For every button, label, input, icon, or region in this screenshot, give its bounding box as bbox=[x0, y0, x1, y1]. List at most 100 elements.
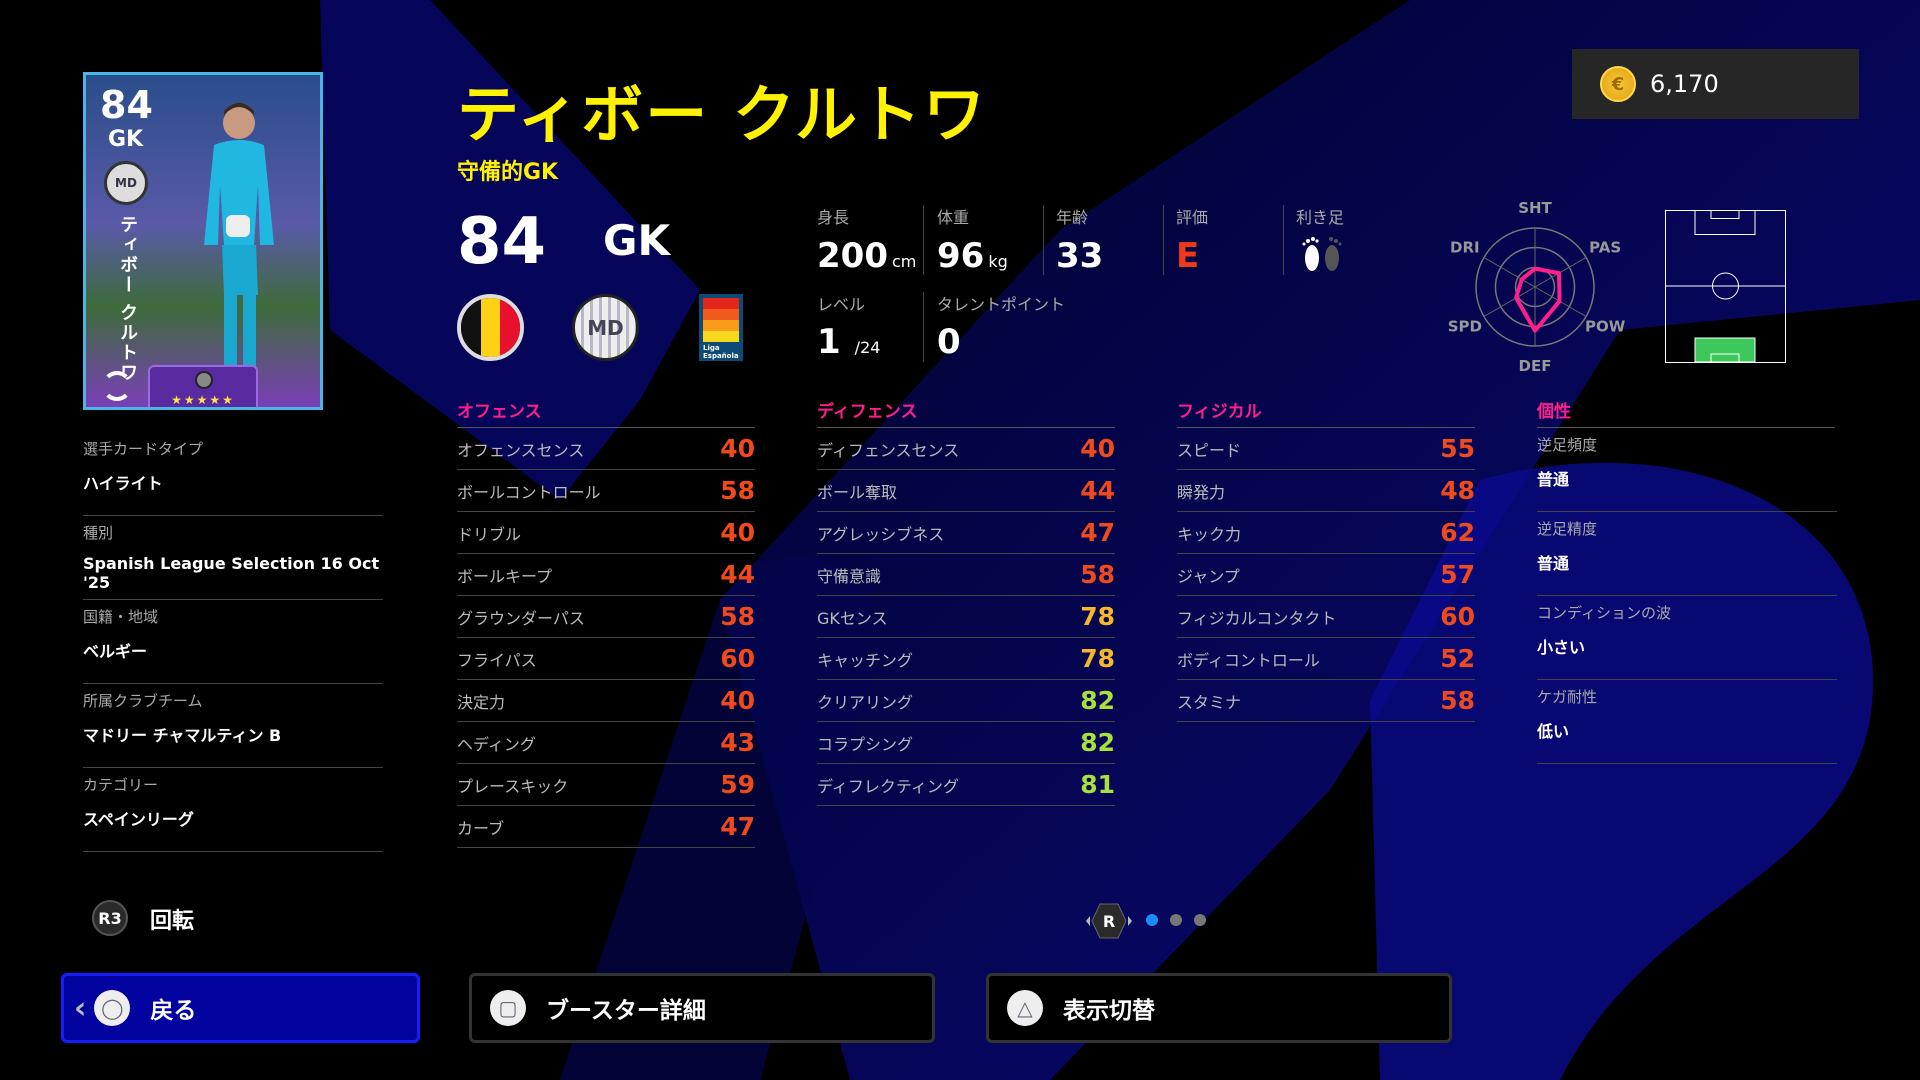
profile-row: 種別 Spanish League Selection 16 Oct '25 bbox=[83, 516, 383, 600]
stat-label: 守備意識 bbox=[817, 566, 882, 586]
radar-axis bbox=[1483, 286, 1536, 317]
stat-label: ボール奪取 bbox=[817, 482, 898, 502]
profile-row: 所属クラブチームマドリー チャマルティン B bbox=[83, 684, 383, 768]
stat-value: 78 bbox=[1080, 644, 1115, 673]
rotate-label: 回転 bbox=[150, 909, 195, 934]
personality-row: ケガ耐性 低い bbox=[1537, 680, 1837, 764]
back-button[interactable]: ‹ ◯ 戻る bbox=[61, 973, 420, 1043]
stat-value: 40 bbox=[720, 434, 755, 463]
stat-section-title: ディフェンス bbox=[817, 402, 918, 422]
profile-row: 国籍・地域 ベルギー bbox=[83, 600, 383, 684]
booster-label: ブースター詳細 bbox=[546, 998, 706, 1024]
stat-label: クリアリング bbox=[817, 692, 914, 712]
personality-section: 個性 逆足頻度 普通 逆足精度 普通 コンディションの波 小さい ケガ耐性 低い bbox=[1537, 397, 1837, 764]
profile-value: マドリー チャマルティン B bbox=[83, 726, 282, 745]
divider bbox=[923, 292, 924, 362]
radar-label-sht: SHT bbox=[1518, 199, 1552, 217]
profile-label: 国籍・地域 bbox=[83, 608, 159, 626]
stat-label: スタミナ bbox=[1177, 692, 1242, 712]
efootball-logo-icon bbox=[102, 371, 132, 401]
stat-value: 58 bbox=[720, 602, 755, 631]
stat-row: オフェンスセンス 40 bbox=[457, 428, 755, 470]
r3-button-icon[interactable]: R3 bbox=[92, 900, 128, 936]
stat-value: 43 bbox=[720, 728, 755, 757]
club-badge: MD bbox=[572, 294, 639, 361]
card-stars: ★★★★★ bbox=[171, 393, 235, 407]
stat-value: 44 bbox=[720, 560, 755, 589]
stat-section-title: オフェンス bbox=[457, 402, 542, 422]
stat-label: オフェンスセンス bbox=[457, 440, 585, 460]
stat-row: プレースキック 59 bbox=[457, 764, 755, 806]
stat-label: ディフェンスセンス bbox=[817, 440, 960, 460]
stat-row: ヘディング 43 bbox=[457, 722, 755, 764]
stat-row: 瞬発力 48 bbox=[1177, 470, 1475, 512]
stat-row: ボールコントロール 58 bbox=[457, 470, 755, 512]
stat-value: 58 bbox=[1440, 686, 1475, 715]
stat-section: フィジカル スピード 55 瞬発力 48 キック力 62 ジャンプ 57 フィジカルコンタクト 60… bbox=[1177, 397, 1475, 722]
stat-label: ジャンプ bbox=[1177, 566, 1240, 586]
stat-row: クリアリング 82 bbox=[817, 680, 1115, 722]
profile-list: 選手カードタイプ ハイライト種別 Spanish League Selection … bbox=[83, 432, 383, 852]
stat-value: 58 bbox=[720, 476, 755, 505]
stat-section: ディフェンス ディフェンスセンス 40 ボール奪取 44 アグレッシブネス 47 守備意識 58… bbox=[817, 397, 1115, 806]
stat-value: 60 bbox=[1440, 602, 1475, 631]
card-player-name: ティボー クルトワ bbox=[117, 215, 138, 384]
card-overall: 84 bbox=[100, 83, 153, 127]
stat-row: ボディコントロール 52 bbox=[1177, 638, 1475, 680]
card-position: GK bbox=[108, 127, 144, 152]
radar-chart: SHT PAS POW DEF SPD DRI bbox=[1448, 199, 1626, 375]
coin-amount: 6,170 bbox=[1650, 70, 1719, 98]
coin-balance: €6,170 bbox=[1572, 49, 1859, 119]
radar-axis bbox=[1483, 257, 1536, 288]
profile-label: 選手カードタイプ bbox=[83, 440, 204, 458]
personality-row: コンディションの波 小さい bbox=[1537, 596, 1837, 680]
player-card[interactable]: 84 GK MD ティボー クルトワ ★★★★★ bbox=[83, 72, 323, 410]
triangle-button-icon: △ bbox=[1007, 990, 1043, 1026]
profile-label: 種別 bbox=[83, 524, 114, 542]
circle-button-icon: ◯ bbox=[94, 990, 131, 1026]
stat-value: 82 bbox=[1080, 728, 1115, 757]
page-dot[interactable] bbox=[1194, 914, 1206, 926]
stat-value: 60 bbox=[720, 644, 755, 673]
stat-value: 52 bbox=[1440, 644, 1475, 673]
page-dot-active[interactable] bbox=[1146, 914, 1158, 926]
booster-details-button[interactable]: ▢ ブースター詳細 bbox=[469, 973, 935, 1043]
stat-value: 40 bbox=[720, 686, 755, 715]
stat-row: フィジカルコンタクト 60 bbox=[1177, 596, 1475, 638]
stat-row: キャッチング 78 bbox=[817, 638, 1115, 680]
stat-row: アグレッシブネス 47 bbox=[817, 512, 1115, 554]
back-label: 戻る bbox=[150, 998, 197, 1024]
league-logo: Liga Española bbox=[699, 294, 743, 361]
stat-label: キャッチング bbox=[817, 650, 914, 670]
stat-row: ボール奪取 44 bbox=[817, 470, 1115, 512]
talent-label: タレントポイント bbox=[937, 295, 1066, 314]
belgium-flag-icon bbox=[457, 294, 524, 361]
height-value: 200 cm bbox=[817, 236, 917, 276]
position-pitch-diagram bbox=[1665, 210, 1786, 363]
personality-row: 逆足頻度 普通 bbox=[1537, 428, 1837, 512]
profile-label: 所属クラブチーム bbox=[83, 692, 203, 710]
position: GK bbox=[603, 216, 671, 265]
profile-value: Spanish League Selection 16 Oct '25 bbox=[83, 554, 380, 592]
profile-row: 選手カードタイプ ハイライト bbox=[83, 432, 383, 516]
toggle-label: 表示切替 bbox=[1063, 998, 1155, 1024]
page-switch-r-button[interactable]: R bbox=[1086, 902, 1132, 940]
stat-value: 48 bbox=[1440, 476, 1475, 505]
stat-value: 81 bbox=[1080, 770, 1115, 799]
player-playstyle: 守備的GK bbox=[457, 160, 559, 185]
stat-label: ボールコントロール bbox=[457, 482, 601, 502]
stat-row: ドリブル 40 bbox=[457, 512, 755, 554]
height-label: 身長 bbox=[817, 208, 850, 227]
stat-value: 47 bbox=[1080, 518, 1115, 547]
profile-value: ハイライト bbox=[83, 474, 163, 493]
stat-label: ディフレクティング bbox=[817, 776, 959, 796]
stat-value: 62 bbox=[1440, 518, 1475, 547]
stat-label: ボールキープ bbox=[457, 566, 553, 586]
square-button-icon: ▢ bbox=[490, 990, 526, 1026]
stat-label: コラプシング bbox=[817, 734, 914, 754]
stat-label: グラウンダーパス bbox=[457, 608, 585, 628]
page-dot[interactable] bbox=[1170, 914, 1182, 926]
toggle-view-button[interactable]: △ 表示切替 bbox=[986, 973, 1452, 1043]
stat-label: キック力 bbox=[1177, 524, 1242, 544]
